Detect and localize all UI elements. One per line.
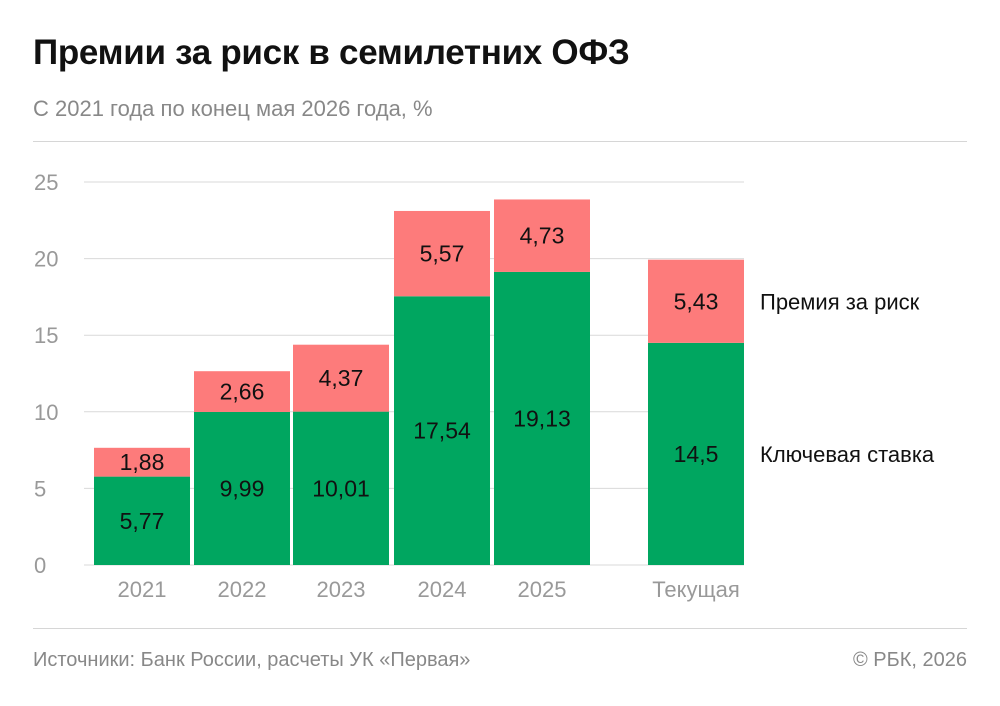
bar-key-rate [293, 411, 389, 565]
data-label-risk-premium: 5,57 [420, 241, 465, 267]
data-label-key-rate: 19,13 [513, 405, 571, 431]
data-label-key-rate: 5,77 [120, 508, 165, 534]
y-tick-label: 20 [34, 247, 58, 272]
data-label-risk-premium: 4,37 [319, 365, 364, 391]
data-label-key-rate: 9,99 [220, 475, 265, 501]
bar-risk-premium [648, 259, 744, 343]
x-tick-label: 2021 [118, 577, 167, 602]
x-tick-label: 2023 [317, 577, 366, 602]
legend-risk-premium: Премия за риск [760, 289, 920, 314]
y-tick-label: 0 [34, 553, 46, 578]
x-tick-label: 2025 [518, 577, 567, 602]
y-tick-label: 25 [34, 170, 58, 195]
data-label-key-rate: 17,54 [413, 418, 471, 444]
bar-key-rate [94, 476, 190, 565]
top-divider [33, 141, 967, 142]
bar-risk-premium [194, 371, 290, 412]
x-tick-label: 2024 [418, 577, 467, 602]
source-note: Источники: Банк России, расчеты УК «Перв… [33, 649, 471, 671]
x-tick-label: Текущая [652, 577, 740, 602]
bars [94, 199, 744, 565]
data-label-risk-premium: 2,66 [220, 379, 265, 405]
y-tick-label: 5 [34, 476, 46, 501]
labels: 05101520255,771,8820219,992,66202210,014… [34, 170, 935, 602]
y-tick-label: 15 [34, 323, 58, 348]
bar-risk-premium [293, 344, 389, 412]
bar-risk-premium [394, 210, 490, 297]
data-label-risk-premium: 1,88 [120, 449, 165, 475]
legend-key-rate: Ключевая ставка [760, 442, 935, 467]
chart-title: Премии за риск в семилетних ОФЗ [33, 33, 630, 72]
data-label-key-rate: 10,01 [312, 475, 370, 501]
data-label-risk-premium: 4,73 [520, 223, 565, 249]
chart-subtitle: С 2021 года по конец мая 2026 года, % [33, 96, 433, 121]
bar-key-rate [394, 296, 490, 565]
x-tick-label: 2022 [218, 577, 267, 602]
bar-risk-premium [494, 199, 590, 272]
copyright: © РБК, 2026 [852, 649, 967, 671]
bar-key-rate [494, 271, 590, 565]
bar-key-rate [648, 342, 744, 565]
bottom-divider [33, 628, 967, 629]
bar-key-rate [194, 411, 290, 565]
data-label-key-rate: 14,5 [674, 441, 719, 467]
data-label-risk-premium: 5,43 [674, 288, 719, 314]
bar-risk-premium [94, 447, 190, 477]
y-tick-label: 10 [34, 400, 58, 425]
